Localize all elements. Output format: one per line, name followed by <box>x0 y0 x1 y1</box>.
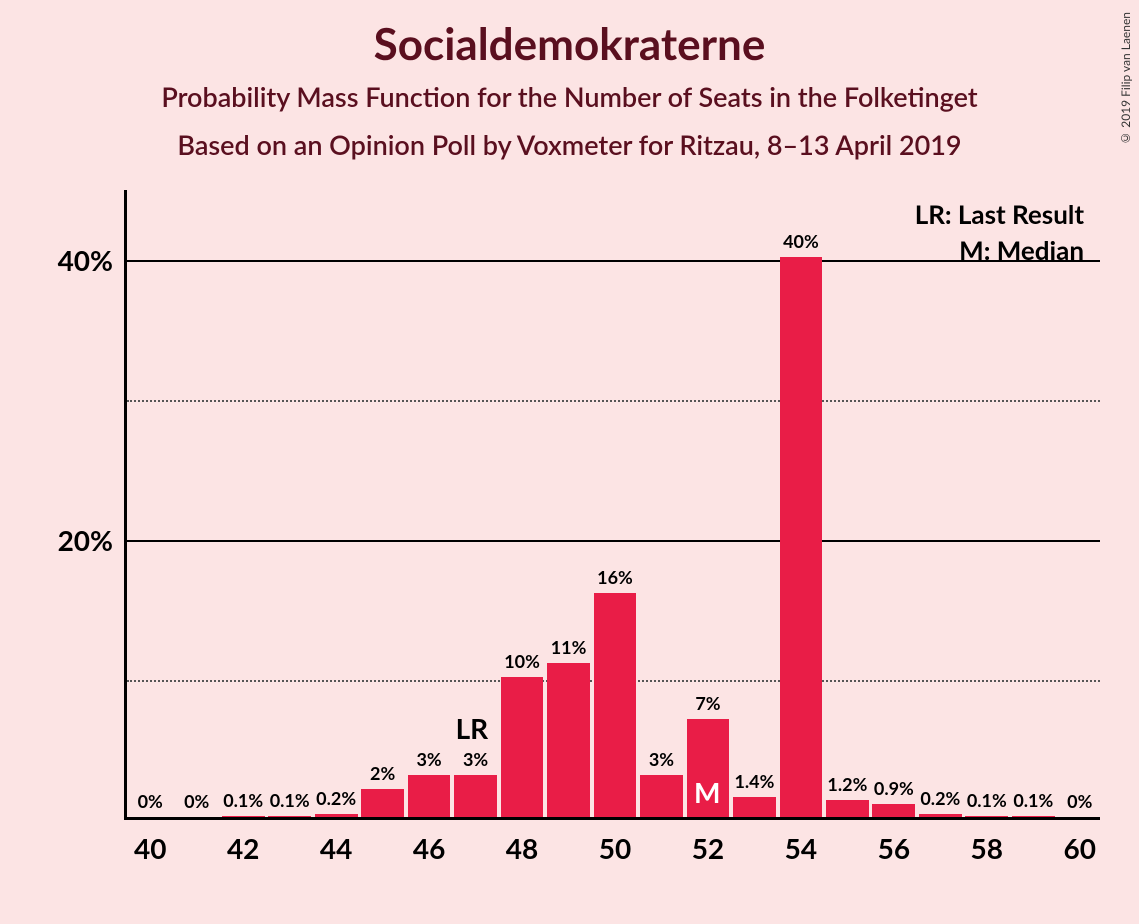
bar-label: 0.2% <box>920 787 960 809</box>
y-tick-label: 40% <box>58 243 113 277</box>
bar-label: 0.2% <box>316 787 356 809</box>
bar: 11% <box>547 663 590 817</box>
bar-label: 40% <box>783 230 819 252</box>
bar-label: 0% <box>138 790 163 812</box>
x-tick-label: 46 <box>413 831 445 865</box>
x-tick-label: 60 <box>1064 831 1096 865</box>
bar-label: 7% <box>695 692 720 714</box>
bar: 16% <box>594 593 637 817</box>
bar-label: 0.1% <box>223 789 263 811</box>
bar-label: 0% <box>1067 790 1092 812</box>
bar: 1.4% <box>733 797 776 817</box>
bar-label: 3% <box>649 748 674 770</box>
copyright-text: © 2019 Filip van Laenen <box>1118 12 1133 146</box>
bar-label: 0.9% <box>874 777 914 799</box>
x-tick-label: 44 <box>320 831 352 865</box>
bar-label: 1.4% <box>734 770 774 792</box>
bar: 3% <box>640 775 683 817</box>
chart-subtitle-2: Based on an Opinion Poll by Voxmeter for… <box>0 128 1139 161</box>
chart-container: Socialdemokraterne Probability Mass Func… <box>0 0 1139 924</box>
x-tick-label: 40 <box>134 831 166 865</box>
bar-label: 0.1% <box>967 789 1007 811</box>
bar: 3% <box>454 775 497 817</box>
legend-lr: LR: Last Result <box>915 198 1084 230</box>
bar: 40% <box>780 257 823 817</box>
gridline-major <box>127 260 1100 262</box>
bar: 0.1% <box>1012 816 1055 817</box>
bar: 1.2% <box>826 800 869 817</box>
bar-label: 2% <box>370 762 395 784</box>
median-marker: M <box>694 775 720 809</box>
chart-title: Socialdemokraterne <box>0 18 1139 70</box>
bar: 0.2% <box>315 814 358 817</box>
bar-label: 10% <box>504 650 540 672</box>
bar: 0.2% <box>919 814 962 817</box>
bar-label: 3% <box>463 748 488 770</box>
bar-label: 0.1% <box>1013 789 1053 811</box>
gridline-major <box>127 540 1100 542</box>
x-tick-label: 52 <box>692 831 724 865</box>
bar: 0.1% <box>268 816 311 817</box>
bar-label: 0.1% <box>270 789 310 811</box>
y-tick-label: 20% <box>58 523 113 557</box>
x-tick-label: 58 <box>971 831 1003 865</box>
bar: 2% <box>361 789 404 817</box>
plot-area: LR: Last Result M: Median 20%40%40424446… <box>124 190 1100 820</box>
bar: 3% <box>408 775 451 817</box>
bar-label: 3% <box>416 748 441 770</box>
bar: 0.1% <box>965 816 1008 817</box>
x-tick-label: 48 <box>506 831 538 865</box>
lr-marker: LR <box>456 711 489 745</box>
bar-label: 11% <box>551 636 587 658</box>
bar: 10% <box>501 677 544 817</box>
x-tick-label: 54 <box>785 831 817 865</box>
chart-subtitle-1: Probability Mass Function for the Number… <box>0 80 1139 113</box>
bar-label: 16% <box>597 566 633 588</box>
bar-label: 0% <box>184 790 209 812</box>
x-tick-label: 56 <box>878 831 910 865</box>
gridline-minor <box>127 400 1100 402</box>
x-tick-label: 42 <box>227 831 259 865</box>
bar: 0.9% <box>872 804 915 817</box>
bar-label: 1.2% <box>827 773 867 795</box>
x-tick-label: 50 <box>599 831 631 865</box>
bar: 0.1% <box>222 816 265 817</box>
